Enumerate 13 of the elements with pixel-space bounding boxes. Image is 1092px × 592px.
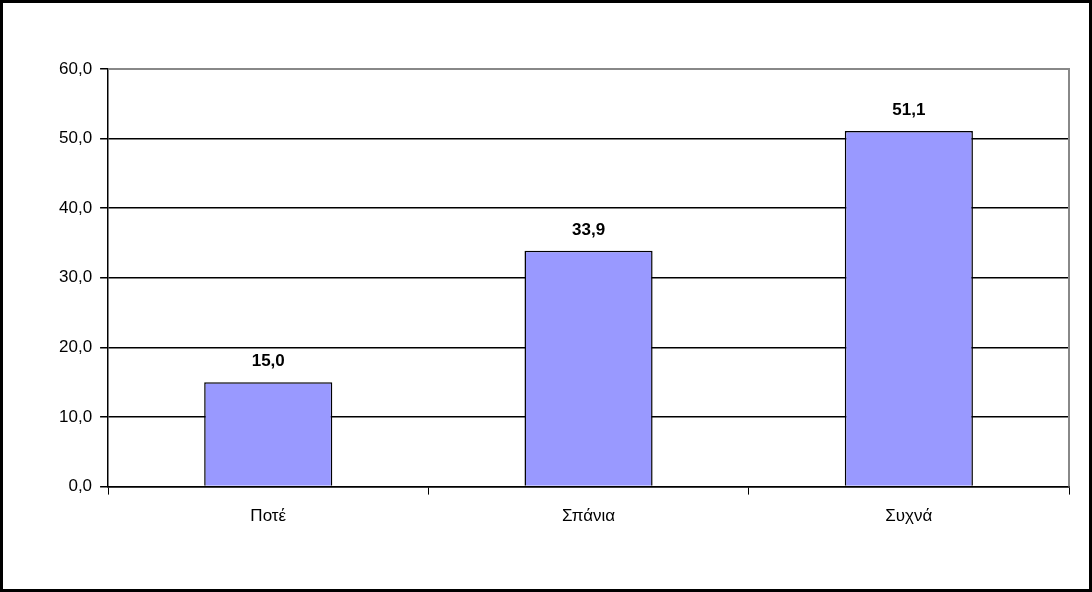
x-tick-label: Σπάνια — [561, 506, 616, 526]
y-tick-label: 20,0 — [58, 337, 93, 357]
y-tick-label: 40,0 — [58, 197, 93, 217]
y-tick-label: 50,0 — [58, 128, 93, 148]
data-label: 15,0 — [251, 351, 285, 371]
x-tick-label: Ποτέ — [250, 506, 287, 526]
y-tick-label: 30,0 — [58, 267, 93, 287]
y-tick-label: 60,0 — [58, 58, 93, 78]
y-tick-label: 10,0 — [58, 406, 93, 426]
x-tick-label: Συχνά — [885, 506, 933, 526]
data-label: 33,9 — [572, 219, 606, 239]
y-tick-label: 0,0 — [68, 476, 93, 496]
data-label: 51,1 — [892, 100, 926, 120]
